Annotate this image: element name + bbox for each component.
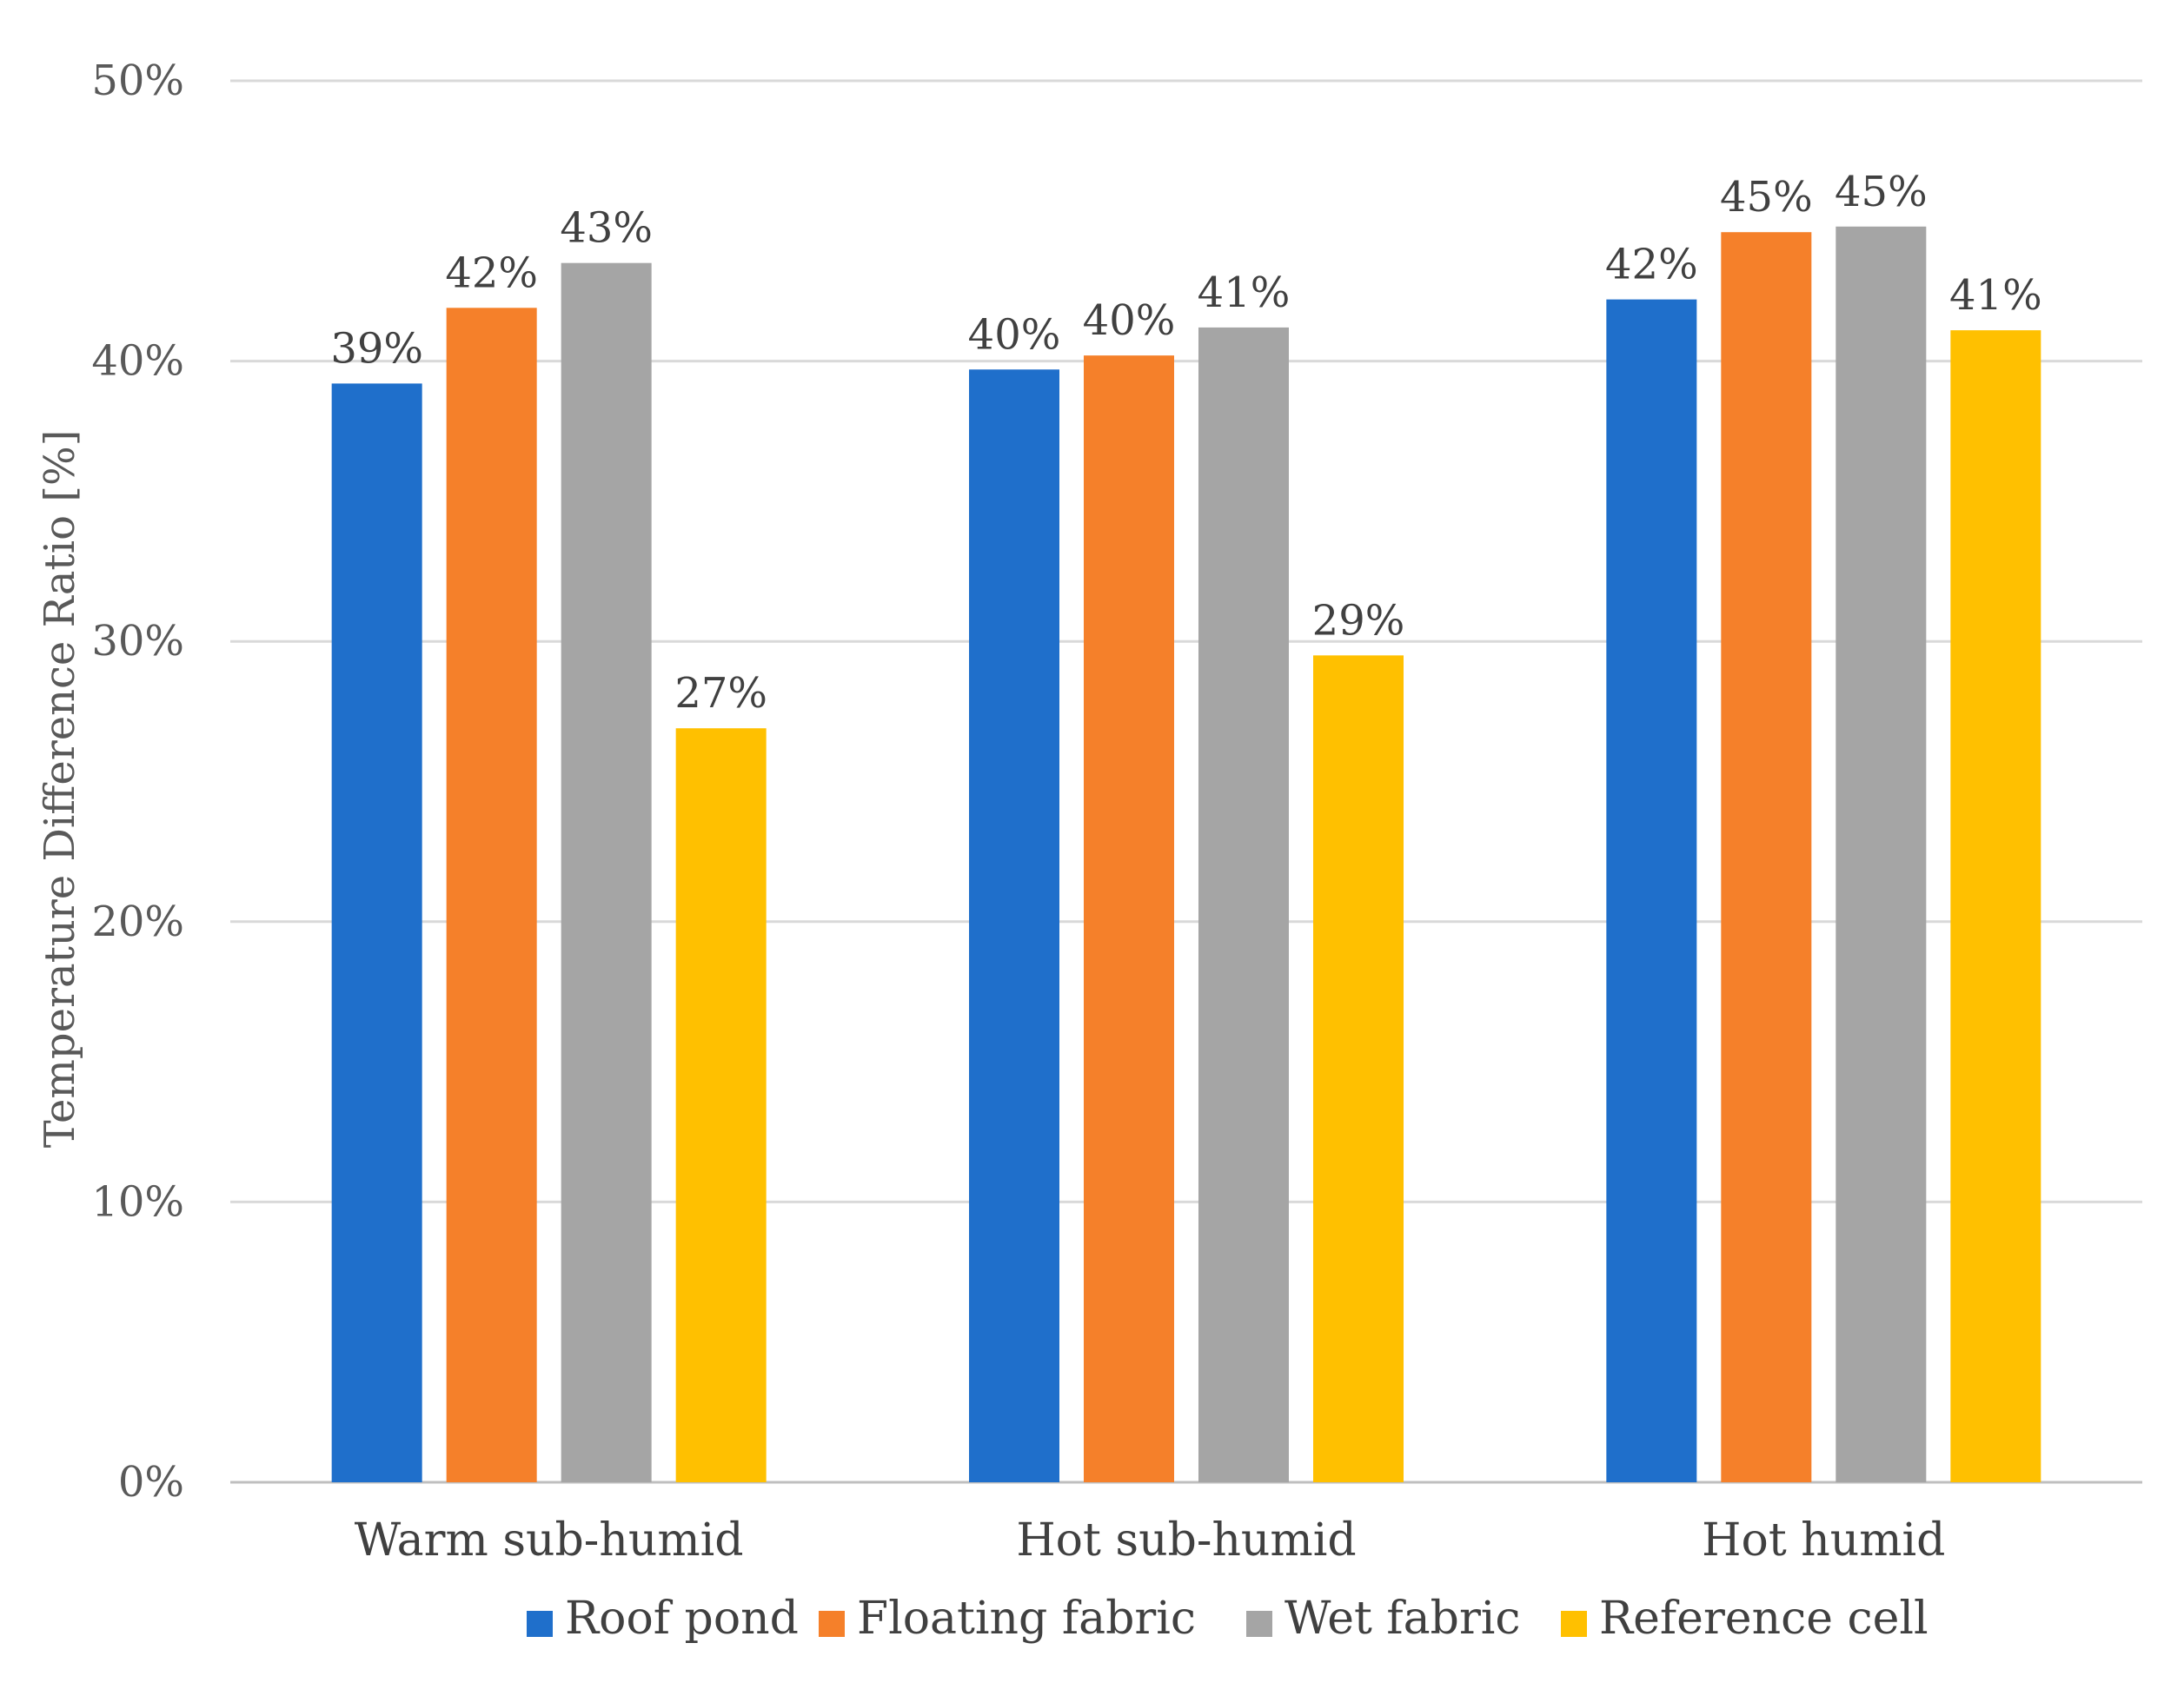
y-axis-ticks: 0% 10% 20% 30% 40% 50% [91,56,184,1507]
bar-reference-cell [1950,330,2041,1482]
y-tick-label: 50% [91,56,184,105]
legend: Roof pond Floating fabric Wet fabric Refere… [527,1593,1928,1645]
legend-swatch [1561,1611,1587,1637]
y-tick-label: 40% [91,337,184,386]
bar-floating-fabric [1721,232,1812,1483]
data-label: 41% [1198,268,1291,317]
legend-swatch [527,1611,553,1637]
bar-roof-pond [1606,299,1697,1483]
y-tick-label: 10% [91,1177,184,1226]
data-label: 45% [1720,173,1813,222]
bar-floating-fabric [446,308,537,1482]
bar-reference-cell [1313,655,1404,1482]
data-label: 41% [1949,271,2042,320]
x-category-label: Hot humid [1702,1514,1945,1567]
data-label: 42% [1605,241,1698,289]
bars [331,226,2041,1483]
legend-label: Wet fabric [1285,1593,1521,1645]
legend-item-floating-fabric: Floating fabric [819,1593,1196,1645]
data-label: 40% [1083,296,1176,345]
legend-swatch [819,1611,845,1637]
legend-item-wet-fabric: Wet fabric [1246,1593,1521,1645]
data-label: 43% [560,204,653,253]
y-tick-label: 0% [118,1458,184,1507]
x-axis-categories: Warm sub-humid Hot sub-humid Hot humid [355,1514,1946,1567]
y-tick-label: 20% [91,898,184,946]
x-category-label: Warm sub-humid [355,1514,744,1567]
bar-roof-pond [969,369,1059,1482]
y-tick-label: 30% [91,617,184,666]
bar-roof-pond [331,383,422,1483]
data-label: 42% [445,248,538,297]
legend-item-roof-pond: Roof pond [527,1593,799,1645]
y-axis-label: Temperature Difference Ratio [%] [36,430,84,1149]
bar-reference-cell [675,728,767,1482]
data-label: 39% [330,324,423,373]
bar-wet-fabric [1198,327,1289,1483]
data-label: 27% [674,669,767,718]
legend-swatch [1246,1611,1272,1637]
bar-wet-fabric [561,262,652,1483]
legend-label: Roof pond [565,1593,799,1645]
data-label: 29% [1312,596,1405,645]
legend-item-reference-cell: Reference cell [1561,1593,1928,1645]
legend-label: Floating fabric [857,1593,1196,1645]
legend-label: Reference cell [1599,1593,1928,1645]
x-category-label: Hot sub-humid [1016,1514,1356,1567]
gridlines [230,79,2142,1484]
data-label: 40% [968,310,1061,359]
bar-wet-fabric [1835,226,1927,1483]
data-labels: 39% 42% 43% 27% 40% 40% 41% 29% 42% 45% 45% 41% [330,168,2041,718]
data-label: 45% [1835,168,1928,216]
bar-floating-fabric [1084,355,1174,1483]
